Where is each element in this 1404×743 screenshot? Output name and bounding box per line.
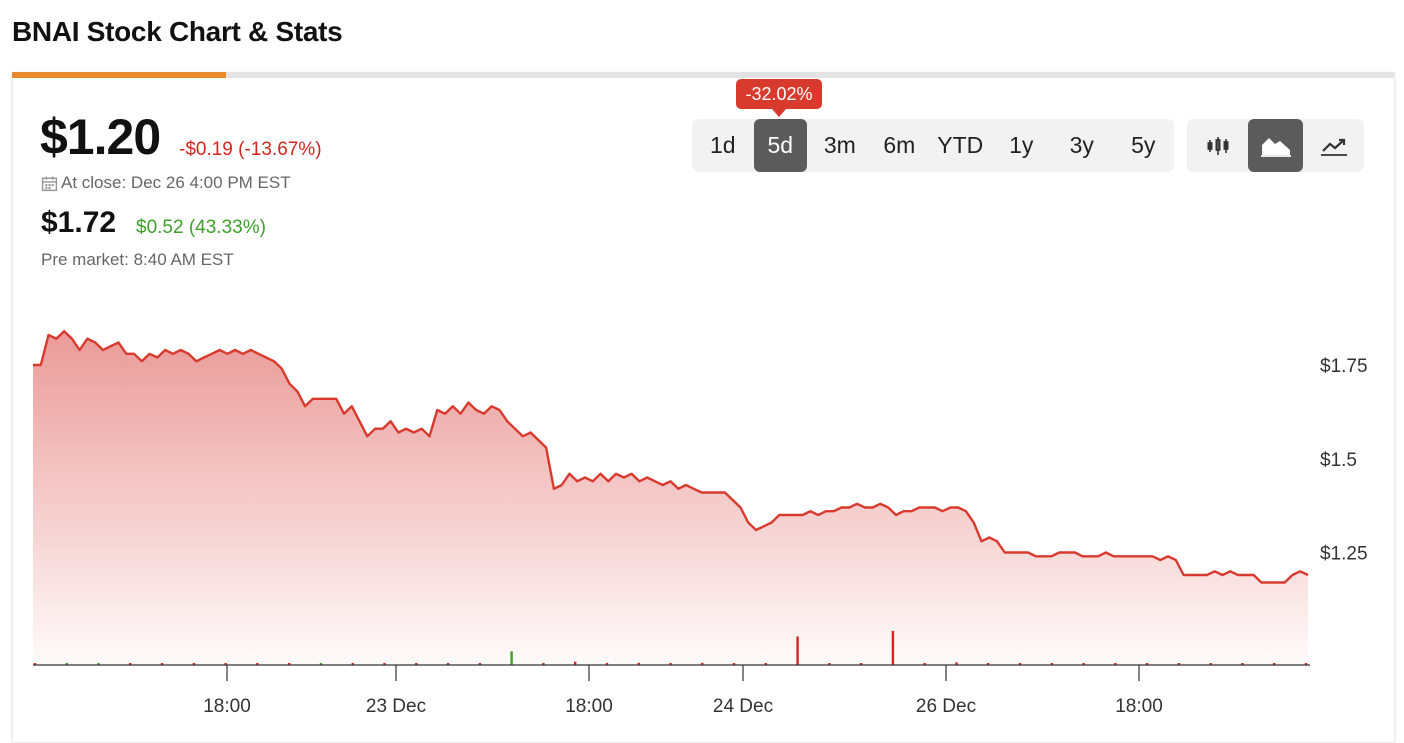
range-3m-button[interactable]: 3m [823,132,856,158]
price-change: -$0.19 (-13.67%) [179,139,322,160]
range-3y-button[interactable]: 3y [1069,132,1094,158]
pre-market-time: Pre market: 8:40 AM EST [41,250,234,269]
page-title: BNAI Stock Chart & Stats [12,16,343,47]
volume-bar [288,663,291,665]
volume-bar [1050,663,1053,665]
volume-bars [33,630,1308,666]
range-ytd-button[interactable]: YTD [937,132,984,158]
volume-bar [923,663,926,665]
volume-bar [510,651,513,666]
line-chart-icon [1320,138,1347,156]
volume-bar [828,663,831,665]
x-tick-label: 18:00 [565,696,613,717]
volume-bar [1273,663,1276,665]
volume-bar [859,663,863,665]
y-axis-ticks: $1.75 $1.5 $1.25 [1320,356,1368,565]
x-tick-label: 18:00 [203,696,251,717]
volume-bar [383,663,386,665]
range-5y-button[interactable]: 5y [1131,132,1156,158]
volume-bar [446,663,450,665]
y-tick-label: $1.5 [1320,450,1357,471]
x-tick-label: 18:00 [1115,696,1163,717]
calendar-icon [41,176,58,191]
range-change-tooltip: -32.02% [736,79,822,109]
x-axis-ticks: 18:00 23 Dec 18:00 24 Dec 26 Dec 18:00 [203,665,1163,717]
pre-market-change: $0.52 (43.33%) [136,217,266,238]
pre-market-price: $1.72 [41,206,117,239]
y-tick-label: $1.75 [1320,356,1368,377]
tooltip-arrow [772,109,786,117]
volume-bar [1241,663,1244,665]
price-chart: 18:00 23 Dec 18:00 24 Dec 26 Dec 18:00 $1.75$… [33,330,1368,717]
volume-bar [764,663,767,665]
volume-bar [1114,663,1117,665]
volume-bar [669,663,672,665]
volume-bar [1018,663,1022,665]
volume-bar [542,663,545,665]
line-chart-button[interactable] [1306,119,1361,172]
volume-bar [574,661,577,665]
area-chart-icon [1260,137,1291,157]
volume-bar [351,663,354,665]
volume-bar [732,663,736,665]
candlestick-button[interactable] [1190,119,1245,172]
volume-bar [637,662,640,665]
x-tick-label: 26 Dec [916,696,976,717]
volume-bar [605,663,609,665]
volume-bar [192,663,196,665]
current-price: $1.20 [40,109,161,165]
area-chart-button[interactable] [1248,119,1303,172]
y-tick-label: $1.25 [1320,544,1368,565]
close-time-label: At close: Dec 26 4:00 PM EST [61,173,291,192]
range-selector: 1d 5d 3m 6m YTD 1y 3y 5y [692,119,1174,172]
x-tick-label: 24 Dec [713,696,773,717]
volume-bar [256,663,259,665]
volume-bar [1177,663,1181,665]
volume-bar [891,630,895,665]
range-1y-button[interactable]: 1y [1009,132,1034,158]
volume-bar [160,663,164,665]
volume-bar [1209,663,1212,665]
candlestick-icon [1206,136,1228,155]
volume-bar [1304,663,1308,665]
volume-bar [701,662,704,665]
progress-track [12,72,1394,78]
range-6m-button[interactable]: 6m [883,132,916,158]
volume-bar [478,663,482,665]
range-1d-button[interactable]: 1d [709,132,736,158]
price-line [33,330,1309,584]
volume-bar [955,662,958,666]
chart-type-selector [1187,119,1364,172]
volume-bar [224,663,227,665]
range-5d-button[interactable]: 5d [753,119,808,172]
volume-bar [987,663,990,665]
volume-bar [415,663,418,665]
volume-bar [33,663,37,665]
close-time-row: At close: Dec 26 4:00 PM EST [41,173,291,193]
x-tick-label: 23 Dec [366,696,426,717]
volume-bar [319,663,323,665]
volume-bar [129,663,132,665]
volume-bar [796,636,799,665]
price-area-fill [33,331,1308,665]
volume-bar [65,663,68,665]
volume-bar [97,663,100,665]
progress-fill [12,72,227,78]
volume-bar [1082,663,1085,665]
volume-bar [1145,663,1149,665]
